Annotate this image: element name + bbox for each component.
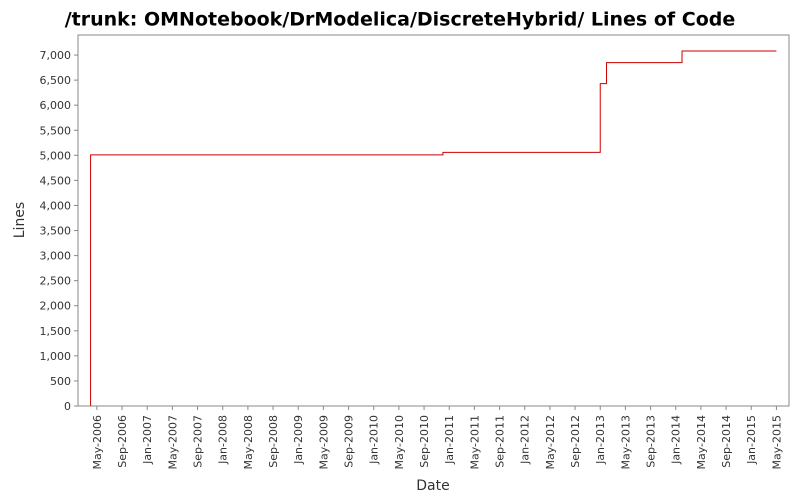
x-tick-label: Sep-2011 [494,415,507,468]
y-tick-label: 4,500 [40,174,72,187]
y-tick-label: 4,000 [40,199,72,212]
x-tick-label: Sep-2007 [192,415,205,468]
x-tick-label: May-2010 [393,415,406,470]
x-axis-label: Date [416,478,449,494]
x-tick-label: Sep-2008 [267,415,280,468]
x-tick-label: May-2007 [166,415,179,470]
y-tick-label: 3,500 [40,225,72,238]
chart-title: /trunk: OMNotebook/DrModelica/DiscreteHy… [65,9,736,31]
y-tick-label: 1,500 [40,325,72,338]
x-tick-label: May-2008 [242,415,255,470]
y-tick-label: 1,000 [40,350,72,363]
x-tick-label: Jan-2014 [670,415,683,465]
y-tick-label: 6,000 [40,99,72,112]
x-tick-label: Sep-2010 [418,415,431,468]
x-tick-label: Sep-2009 [343,415,356,468]
x-tick-label: May-2011 [468,415,481,470]
y-axis-label: Lines [12,202,28,238]
y-tick-label: 6,500 [40,74,72,87]
x-tick-label: May-2013 [619,415,632,470]
x-tick-label: May-2014 [695,415,708,470]
x-tick-label: Jan-2013 [594,415,607,465]
x-tick-label: May-2015 [770,415,783,470]
x-tick-label: Jan-2010 [368,415,381,465]
y-tick-label: 5,500 [40,124,72,137]
y-tick-label: 2,500 [40,275,72,288]
x-tick-label: Jan-2007 [141,415,154,465]
x-tick-label: Jan-2009 [292,415,305,465]
y-tick-label: 7,000 [40,49,72,62]
x-tick-label: May-2009 [317,415,330,470]
plot-area [77,34,790,407]
y-tick-label: 0 [64,400,71,413]
x-tick-label: Sep-2012 [569,415,582,468]
x-tick-label: Jan-2008 [217,415,230,465]
x-tick-label: Jan-2015 [745,415,758,465]
x-tick-label: Sep-2013 [645,415,658,468]
x-tick-label: Sep-2014 [720,415,733,468]
x-tick-label: May-2006 [91,415,104,470]
y-tick-label: 2,000 [40,300,72,313]
y-tick-label: 5,000 [40,149,72,162]
x-tick-label: Jan-2012 [519,415,532,465]
series-line [90,50,777,406]
x-tick-label: Jan-2011 [443,415,456,465]
x-tick-label: May-2012 [544,415,557,470]
y-tick-label: 3,000 [40,250,72,263]
y-tick-label: 500 [50,375,71,388]
x-tick-label: Sep-2006 [116,415,129,468]
